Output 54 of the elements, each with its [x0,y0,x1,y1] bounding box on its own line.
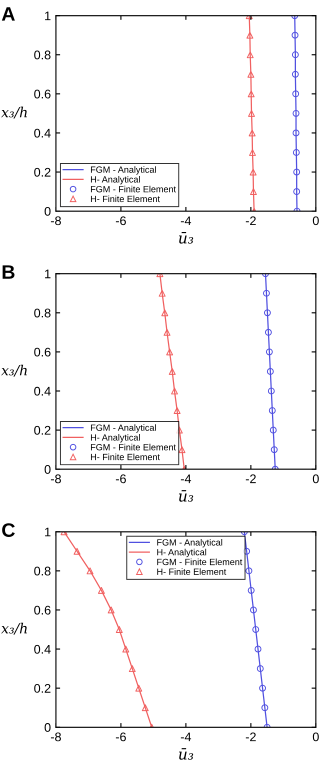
x-tick-label: -8 [50,216,61,226]
legend-label: H- Finite Element [90,196,160,202]
y-axis-title: x₃/h [1,106,27,119]
y-tick-label: 0.2 [34,168,50,177]
x-tick-label: -8 [50,732,61,742]
x-tick-label: -2 [246,474,256,484]
legend-label: FGM - Analytical [90,424,156,433]
legend-label: H- Analytical [90,434,140,442]
y-tick-label: 0.4 [34,386,51,396]
legend-label: H- Finite Element [157,568,226,575]
x-tick-label: 0 [312,216,319,226]
y-tick-label: 0 [44,723,51,732]
x-tick-label: -6 [116,474,126,484]
chart-title: B [2,265,15,279]
legend-label: H- Finite Element [90,454,160,460]
legend-label: FGM - Analytical [157,538,222,548]
x-tick-label: -8 [50,474,61,484]
y-tick-label: 0.6 [34,90,51,98]
y-tick-label: 0.8 [34,308,51,318]
x-tick-label: -2 [246,216,256,226]
y-tick-label: 1 [45,270,50,278]
x-axis-title: ū₃ [178,232,194,244]
y-tick-label: 0 [44,206,51,216]
chart-title: A [2,7,15,21]
x-tick-label: -2 [246,732,256,742]
legend-label: FGM - Finite Element [90,186,176,192]
y-tick-label: 0 [44,465,51,474]
y-tick-label: 0.4 [34,644,51,654]
y-tick-label: 0.8 [34,50,51,60]
y-tick-label: 1 [45,528,50,536]
y-tick-label: 0.2 [34,684,50,693]
x-tick-label: 0 [312,474,319,484]
chart-title: C [2,523,15,537]
x-axis-title: ū₃ [178,490,194,502]
y-axis-title: x₃/h [1,622,27,635]
y-tick-label: 0.8 [34,566,51,576]
x-tick-label: -4 [180,216,192,226]
y-tick-label: 1 [45,12,50,20]
legend-label: FGM - Analytical [90,166,156,175]
legend-label: H- Analytical [90,176,140,184]
x-tick-label: -4 [180,732,192,742]
x-tick-label: -6 [116,732,126,742]
x-tick-label: -6 [116,216,126,226]
y-tick-label: 0.6 [34,606,51,615]
x-axis-title: ū₃ [178,748,194,760]
y-tick-label: 0.2 [34,426,50,435]
y-tick-label: 0.4 [34,128,51,138]
legend-label: FGM - Finite Element [90,444,176,450]
y-axis-title: x₃/h [1,364,27,377]
y-tick-label: 0.6 [34,348,51,357]
x-tick-label: -4 [180,474,192,484]
x-tick-label: 0 [312,732,319,742]
legend-label: FGM - Finite Element [157,558,242,566]
legend-label: H- Analytical [157,548,206,558]
